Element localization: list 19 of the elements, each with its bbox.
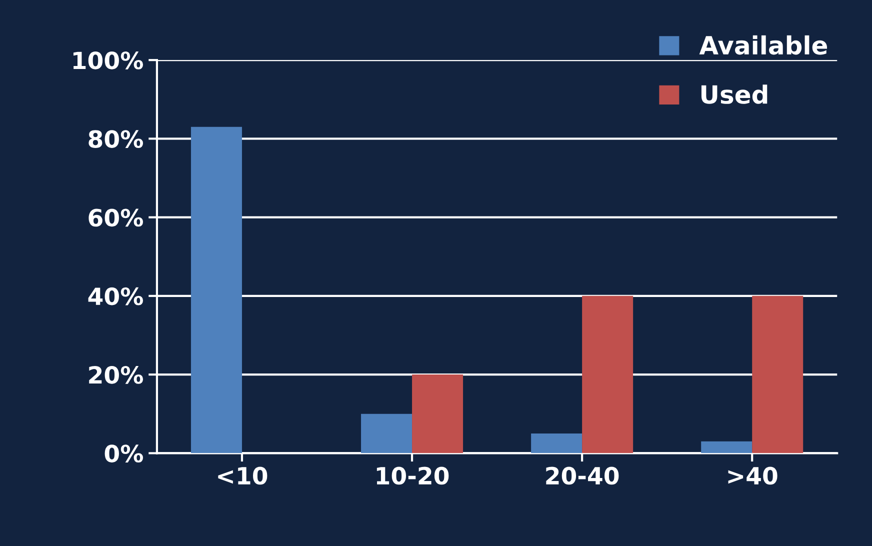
bar xyxy=(361,414,412,454)
legend-label: Used xyxy=(701,84,768,104)
y-tick-label: 60% xyxy=(88,208,144,227)
bar xyxy=(701,441,752,454)
y-tick-label: 80% xyxy=(88,130,144,148)
y-tick-label: 20% xyxy=(89,366,144,384)
bar xyxy=(531,434,582,454)
bar xyxy=(412,374,464,454)
y-tick-label: 0% xyxy=(104,444,144,462)
bar xyxy=(752,296,804,454)
x-tick-label: 20-40 xyxy=(546,466,619,485)
y-tick-label: 100% xyxy=(73,52,144,70)
x-tick-label: <10 xyxy=(218,466,268,485)
x-tick-label: 10-20 xyxy=(376,466,449,485)
x-tick-label: >40 xyxy=(728,466,778,485)
legend-label: Available xyxy=(699,35,828,55)
bar xyxy=(582,296,634,454)
y-tick-label: 40% xyxy=(88,287,144,306)
bar xyxy=(190,126,242,454)
